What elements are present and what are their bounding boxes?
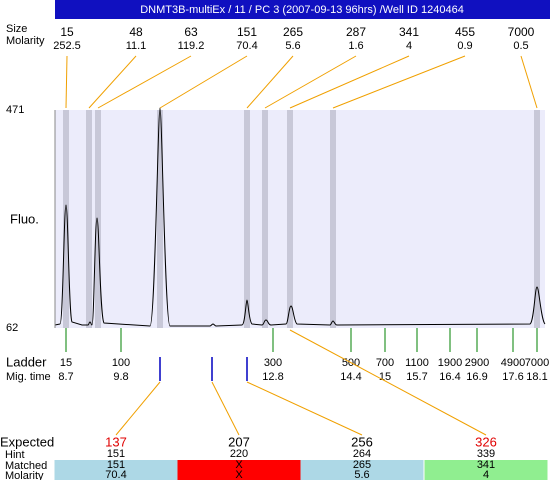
ladder-size: 300	[264, 357, 282, 369]
hint-value: 339	[477, 448, 495, 460]
ladder-size: 1100	[405, 357, 429, 369]
hint-value: 220	[230, 448, 248, 460]
expected-value: 207	[228, 434, 250, 449]
molarity-value: 70.4	[105, 469, 126, 480]
peak-molarity: 4	[406, 40, 412, 52]
peak-connector	[520, 55, 538, 109]
ladder-size: 2900	[465, 357, 489, 369]
ladder-time: 8.7	[58, 371, 73, 383]
hint-label: Hint	[5, 449, 25, 461]
peak-connector	[264, 55, 357, 109]
ladder-time: 12.8	[262, 371, 283, 383]
peak-molarity: 119.2	[178, 40, 205, 52]
ladder-size: 700	[376, 357, 394, 369]
ladder-size: 15	[60, 357, 72, 369]
trace	[54, 107, 546, 327]
peak-connector	[159, 55, 248, 109]
expected-connector	[289, 329, 487, 436]
peak-size: 7000	[508, 25, 535, 39]
expected-label: Expected	[0, 434, 54, 449]
peak-size: 287	[346, 25, 366, 39]
peak-molarity: 0.9	[457, 40, 472, 52]
ladder-size: 1900	[438, 357, 462, 369]
hint-value: 264	[353, 448, 371, 460]
peak-connector	[332, 55, 466, 109]
ladder-time: 18.1	[526, 371, 547, 383]
expected-value: 256	[351, 434, 373, 449]
peak-connector	[289, 55, 410, 109]
peak-band	[330, 110, 336, 328]
peak-band	[157, 110, 163, 328]
peak-band	[63, 110, 69, 328]
ladder-size: 4900	[501, 357, 525, 369]
mig-time-label: Mig. time	[6, 371, 51, 383]
expected-connector	[246, 381, 363, 436]
peak-connector	[246, 55, 294, 109]
plot-area	[55, 110, 545, 328]
matched-value: 341	[477, 459, 495, 471]
molarity-value: 4	[483, 469, 489, 480]
peak-size: 48	[129, 25, 143, 39]
peak-molarity: 5.6	[285, 40, 300, 52]
hint-value: 151	[107, 448, 125, 460]
peak-molarity: 70.4	[236, 40, 257, 52]
peak-band	[244, 110, 250, 328]
ladder-time: 17.6	[502, 371, 523, 383]
peak-molarity: 252.5	[53, 40, 81, 52]
peak-connector	[88, 55, 137, 109]
molarity-value: X	[235, 469, 243, 480]
matched-label: Matched	[5, 460, 47, 472]
match-cell	[54, 460, 178, 480]
peak-band	[95, 110, 101, 328]
matched-value: 151	[107, 459, 125, 471]
peak-band	[262, 110, 268, 328]
ladder-time: 15.7	[406, 371, 427, 383]
ladder-time: 16.9	[466, 371, 487, 383]
ladder-time: 16.4	[439, 371, 460, 383]
match-cell	[177, 460, 301, 480]
peak-size: 341	[399, 25, 419, 39]
expected-connector	[211, 381, 240, 436]
peak-band	[287, 110, 293, 328]
ladder-size: 100	[112, 357, 130, 369]
peak-size: 15	[60, 25, 74, 39]
molarity-value: 5.6	[354, 469, 369, 480]
y-max: 471	[6, 104, 24, 116]
peak-molarity: 1.6	[348, 40, 363, 52]
peak-connector	[65, 55, 68, 109]
match-cell	[424, 460, 548, 480]
title: DNMT3B-multiEx / 11 / PC 3 (2007-09-13 9…	[140, 4, 464, 16]
peak-size: 455	[455, 25, 475, 39]
peak-connector	[97, 55, 192, 109]
ladder-time: 9.8	[113, 371, 128, 383]
matched-value: X	[235, 459, 243, 471]
title-bar	[55, 0, 550, 19]
expected-connector	[115, 381, 161, 436]
matched-value: 265	[353, 459, 371, 471]
match-cell	[300, 460, 424, 480]
molarity-row-label: Molarity	[5, 470, 44, 480]
size-label: Size	[6, 23, 27, 35]
expected-value: 326	[475, 434, 497, 449]
peak-size: 63	[184, 25, 198, 39]
peak-molarity: 11.1	[126, 40, 147, 52]
peak-band	[534, 110, 540, 328]
peak-band	[86, 110, 92, 328]
ladder-time: 14.4	[340, 371, 361, 383]
peak-size: 265	[283, 25, 303, 39]
ladder-time: 15	[379, 371, 391, 383]
peak-molarity: 0.5	[513, 40, 528, 52]
y-min: 62	[6, 322, 18, 334]
molarity-label: Molarity	[6, 35, 45, 47]
y-axis-label: Fluo.	[10, 211, 39, 226]
ladder-label: Ladder	[6, 354, 47, 369]
peak-size: 151	[237, 25, 257, 39]
ladder-size: 7000	[525, 357, 549, 369]
expected-value: 137	[105, 434, 127, 449]
